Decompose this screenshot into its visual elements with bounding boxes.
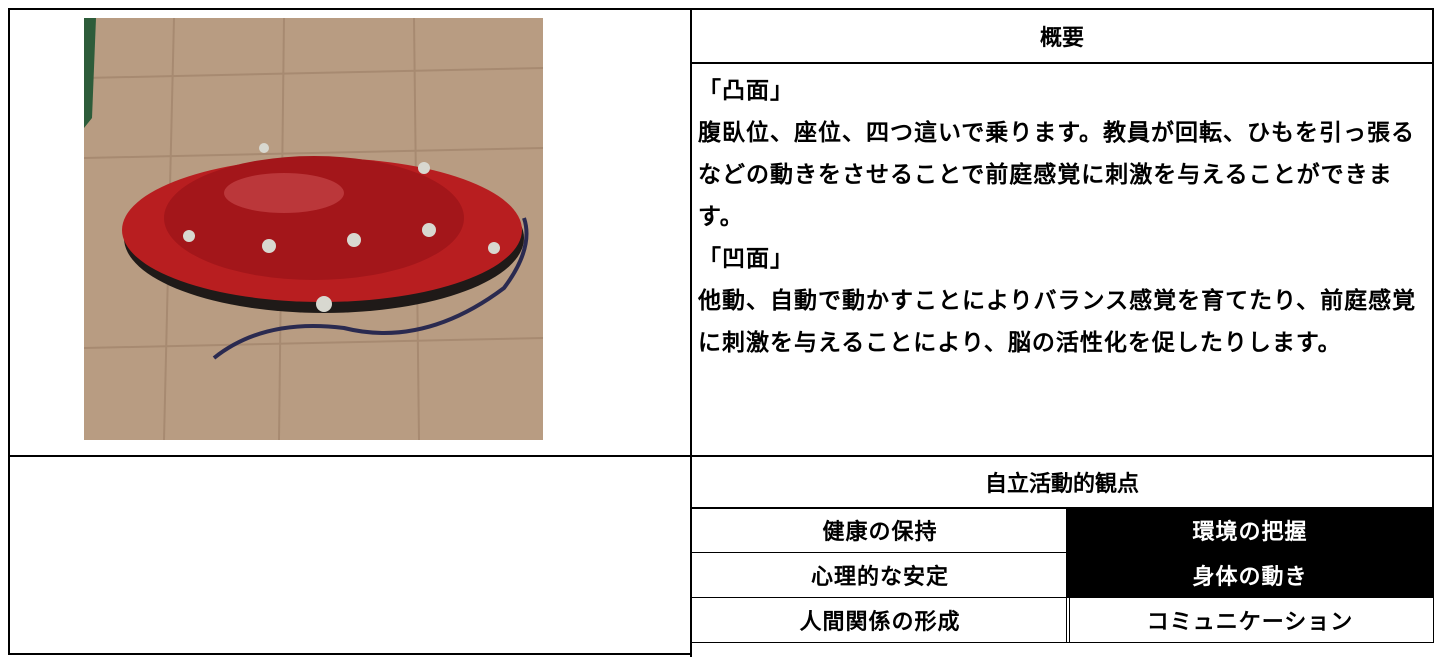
paragraph: 他動、自動で動かすことによりバランス感覚を育てたり、前庭感覚に刺激を与えることに… [698, 288, 1417, 356]
photo-cell [8, 8, 692, 457]
perspectives-title: 自立活動的観点 [984, 472, 1139, 497]
overview-header: 概要 [690, 8, 1434, 64]
photo [84, 18, 543, 440]
perspectives-header: 自立活動的観点 [690, 455, 1434, 509]
perspective-cell: 心理的な安定 [690, 552, 1070, 598]
overview-title: 概要 [1039, 26, 1084, 51]
perspective-cell: 環境の把握 [1066, 507, 1434, 553]
paragraph: 腹臥位、座位、四つ這いで乗ります。教員が回転、ひもを引っ張るなどの動きをさせるこ… [698, 120, 1416, 230]
perspective-cell: 身体の動き [1066, 552, 1434, 598]
empty-cell [8, 455, 692, 655]
paragraph: 「凹面」 [698, 246, 794, 272]
paragraph: 「凸面」 [698, 78, 794, 104]
overview-body: 「凸面」 腹臥位、座位、四つ這いで乗ります。教員が回転、ひもを引っ張るなどの動き… [690, 62, 1434, 457]
perspective-cell: 人間関係の形成 [690, 597, 1070, 643]
perspective-cell: 健康の保持 [690, 507, 1070, 553]
perspective-cell: コミュニケーション [1066, 597, 1434, 643]
perspectives-grid: 健康の保持 環境の把握 心理的な安定 身体の動き 人間関係の形成 コミュニケーション [690, 507, 1434, 657]
